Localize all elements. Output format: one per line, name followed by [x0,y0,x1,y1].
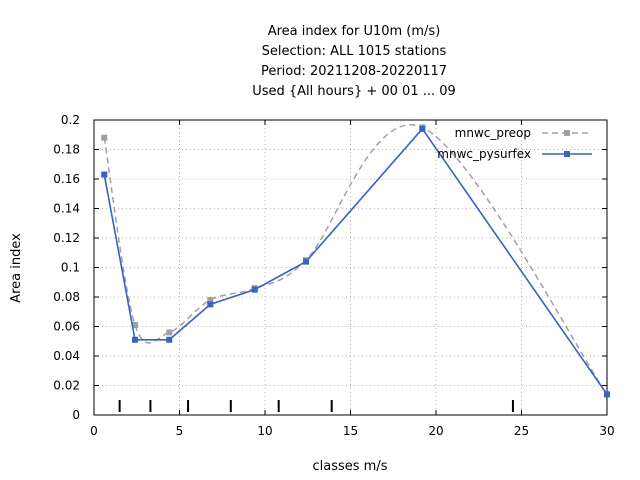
data-point-mnwc_preop [101,134,108,141]
x-tick-label: 30 [599,424,614,438]
data-point-mnwc_pysurfex [132,336,139,343]
title-line: Selection: ALL 1015 stations [262,44,447,59]
series-line-mnwc_preop [103,124,608,395]
y-tick-label: 0.04 [53,349,80,363]
series [101,124,610,398]
x-tick-label: 25 [514,424,529,438]
y-tick-label: 0.12 [53,231,80,245]
data-point-mnwc_pysurfex [166,336,173,343]
y-tick-label: 0.1 [61,261,80,275]
legend-label-mnwc_preop: mnwc_preop [455,126,531,140]
y-tick-label: 0.14 [53,202,80,216]
x-tick-label: 15 [343,424,358,438]
data-point-mnwc_pysurfex [207,301,214,308]
series-line-mnwc_pysurfex [103,127,608,395]
data-point-mnwc_pysurfex [419,125,426,132]
data-point-mnwc_preop [166,329,173,336]
y-tick-label: 0 [72,408,80,422]
grid [94,120,607,415]
title-line: Period: 20211208-20220117 [261,64,447,79]
y-tick-label: 0.18 [53,143,80,157]
y-tick-label: 0.06 [53,320,80,334]
data-point-mnwc_pysurfex [251,286,258,293]
x-tick-label: 0 [90,424,98,438]
y-tick-label: 0.08 [53,290,80,304]
data-point-mnwc_preop [132,322,139,329]
y-tick-label: 0.2 [61,113,80,127]
class-boundary-marks [118,400,514,412]
chart-title: Area index for U10m (m/s) Selection: ALL … [252,24,456,99]
y-tick-label: 0.02 [53,379,80,393]
y-axis-label: Area index [9,233,24,303]
legend: mnwc_preop mnwc_pysurfex [437,126,592,161]
data-point-mnwc_pysurfex [604,391,610,398]
data-point-mnwc_pysurfex [101,171,108,178]
x-tick-label: 5 [176,424,184,438]
axis-ticks: 0 5 10 15 20 25 30 0 0.02 0.04 0.06 0.08 0.1 0.12 0.14… [53,113,614,438]
title-line: Used {All hours} + 00 01 ... 09 [252,84,456,99]
legend-marker-mnwc_preop [564,130,570,136]
y-tick-label: 0.16 [53,172,80,186]
x-axis-label: classes m/s [313,459,388,474]
title-line: Area index for U10m (m/s) [268,24,441,39]
x-tick-label: 20 [428,424,443,438]
data-point-mnwc_pysurfex [303,258,310,265]
legend-marker-mnwc_pysurfex [564,151,570,157]
data-point-mnwc_preop [207,296,214,303]
x-tick-label: 10 [257,424,272,438]
legend-label-mnwc_pysurfex: mnwc_pysurfex [437,147,531,161]
